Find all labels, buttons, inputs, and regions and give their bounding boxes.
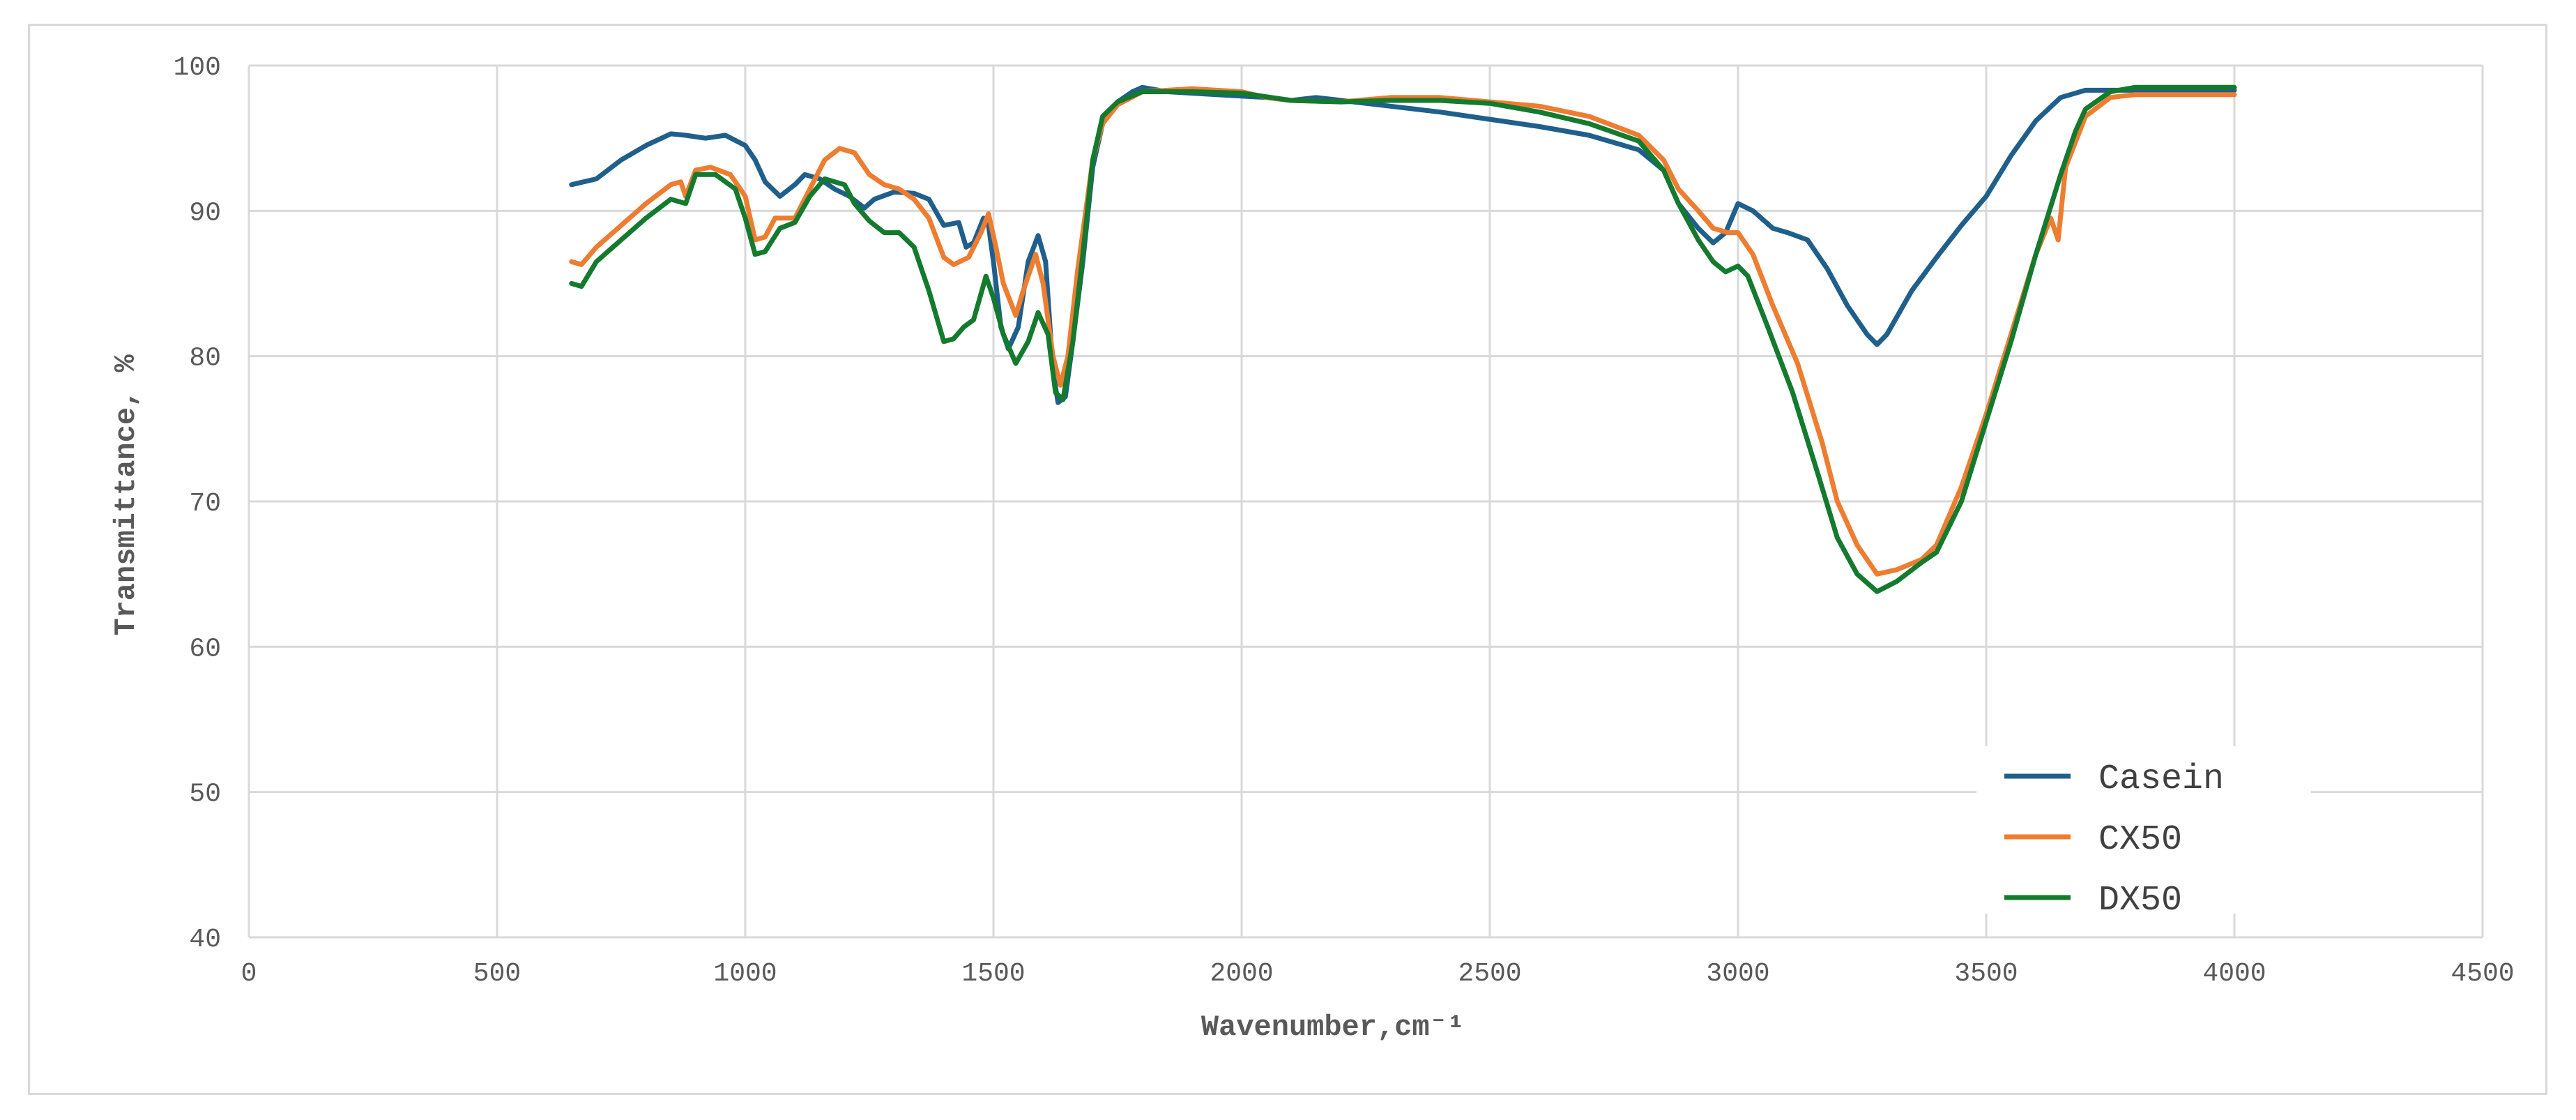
x-tick-label: 1500 [961, 959, 1025, 989]
x-tick-label: 3000 [1706, 959, 1769, 989]
tick-labels: 0 500 1000 1500 2000 2500 3000 3500 4000 4500 40 50… [174, 53, 2515, 989]
legend-label-cx50: CX50 [2098, 820, 2182, 860]
legend-item-dx50: DX50 [2004, 881, 2182, 921]
y-tick-label: 80 [189, 344, 221, 374]
series-line-dx50 [569, 84, 2237, 594]
legend: Casein CX50 DX50 [1976, 746, 2311, 921]
x-tick-label: 1000 [713, 959, 777, 989]
y-tick-label: 100 [174, 53, 221, 83]
y-tick-label: 40 [189, 925, 221, 955]
y-tick-label: 60 [189, 634, 221, 664]
x-tick-label: 0 [241, 959, 257, 989]
y-tick-label: 90 [189, 198, 221, 228]
legend-label-dx50: DX50 [2098, 881, 2182, 921]
x-tick-label: 4500 [2451, 959, 2514, 989]
chart-frame [28, 24, 2547, 1095]
series-lines [569, 84, 2237, 594]
x-axis-title: Wavenumber,cm⁻¹ [1201, 1011, 1465, 1044]
x-tick-label: 500 [473, 959, 521, 989]
x-tick-label: 2000 [1210, 959, 1273, 989]
x-tick-label: 2500 [1458, 959, 1521, 989]
y-axis-title: Transmittance, % [109, 354, 143, 636]
x-tick-label: 4000 [2202, 959, 2266, 989]
y-tick-label: 70 [189, 489, 221, 519]
legend-label-casein: Casein [2098, 759, 2224, 799]
grid [247, 64, 2484, 939]
y-tick-label: 50 [189, 780, 221, 810]
legend-item-cx50: CX50 [2004, 820, 2182, 860]
x-tick-label: 3500 [1954, 959, 2018, 989]
legend-item-casein: Casein [2004, 759, 2224, 799]
